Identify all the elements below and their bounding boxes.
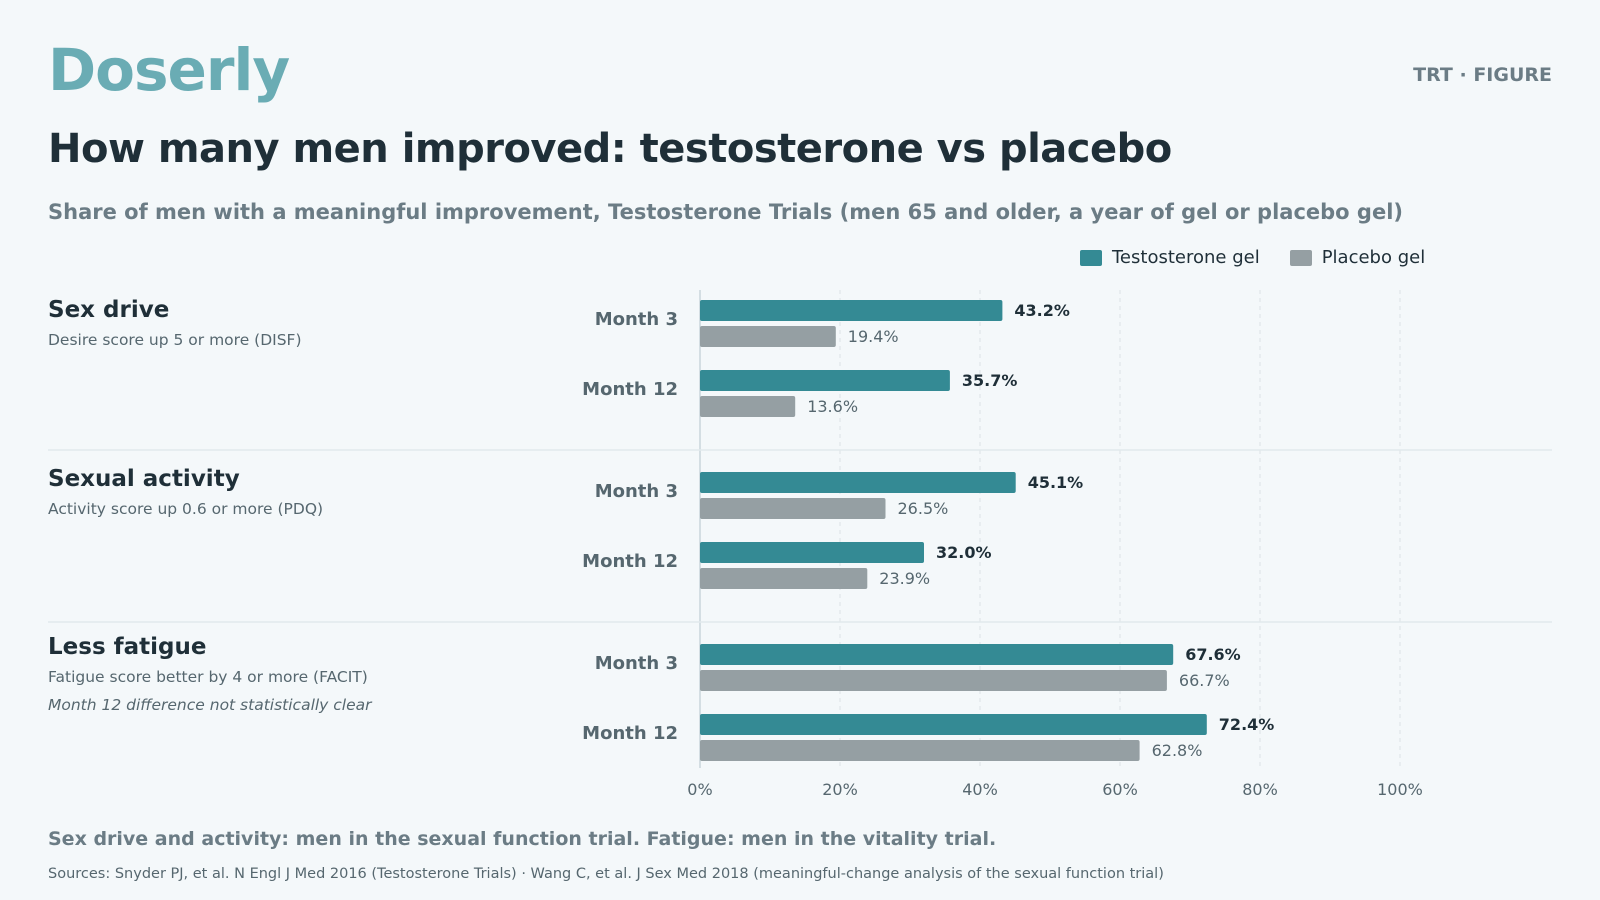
group-name: Sex drive (48, 297, 170, 323)
data-label-testosterone: 45.1% (1028, 473, 1084, 492)
row-label: Month 3 (595, 481, 678, 502)
group-label-sex-drive: Sex drive Desire score up 5 or more (DIS… (48, 297, 302, 349)
data-label-testosterone: 67.6% (1185, 645, 1241, 664)
x-tick-label: 100% (1377, 780, 1423, 799)
bar-testosterone (700, 472, 1016, 493)
data-label-placebo: 13.6% (807, 397, 858, 416)
row-label: Month 12 (582, 551, 678, 572)
data-label-testosterone: 72.4% (1219, 715, 1275, 734)
group-label-sexual-activity: Sexual activity Activity score up 0.6 or… (48, 466, 323, 518)
group-note: Month 12 difference not statistically cl… (48, 696, 372, 714)
row-label: Month 3 (595, 309, 678, 330)
brand-logo: Doserly (48, 36, 290, 104)
x-tick-label: 80% (1242, 780, 1278, 799)
data-label-placebo: 19.4% (848, 327, 899, 346)
bar-placebo (700, 498, 886, 519)
chart-sources: Sources: Snyder PJ, et al. N Engl J Med … (48, 866, 1164, 882)
group-label-less-fatigue: Less fatigue Fatigue score better by 4 o… (48, 634, 372, 714)
page-subtitle: Share of men with a meaningful improveme… (48, 200, 1403, 224)
chart-footnote: Sex drive and activity: men in the sexua… (48, 828, 997, 850)
bar-testosterone (700, 714, 1207, 735)
legend-label-placebo: Placebo gel (1321, 247, 1426, 268)
legend-item-testosterone: Testosterone gel (1080, 247, 1260, 268)
data-label-testosterone: 32.0% (936, 543, 992, 562)
chart-legend: Testosterone gel Placebo gel (1080, 247, 1455, 268)
x-tick-label: 20% (822, 780, 858, 799)
group-name: Sexual activity (48, 466, 240, 492)
row-label: Month 3 (595, 653, 678, 674)
data-label-placebo: 26.5% (898, 499, 949, 518)
group-description: Activity score up 0.6 or more (PDQ) (48, 500, 324, 518)
figure-tag: TRT · FIGURE (1413, 64, 1552, 86)
legend-swatch-testosterone (1080, 249, 1102, 266)
legend-item-placebo: Placebo gel (1289, 247, 1426, 268)
x-tick-label: 60% (1102, 780, 1138, 799)
bar-placebo (700, 568, 868, 589)
bar-testosterone (700, 300, 1003, 321)
data-label-testosterone: 35.7% (962, 371, 1018, 390)
bar-placebo (700, 396, 796, 417)
group-description: Fatigue score better by 4 or more (FACIT… (48, 668, 368, 686)
page-title: How many men improved: testosterone vs p… (48, 126, 1172, 172)
bar-placebo (700, 740, 1140, 761)
bar-placebo (700, 326, 836, 347)
legend-label-testosterone: Testosterone gel (1112, 247, 1260, 268)
data-label-testosterone: 43.2% (1014, 301, 1070, 320)
data-label-placebo: 66.7% (1179, 671, 1230, 690)
data-label-placebo: 23.9% (879, 569, 930, 588)
bar-placebo (700, 670, 1167, 691)
row-label: Month 12 (582, 723, 678, 744)
legend-swatch-placebo (1289, 249, 1312, 266)
x-tick-label: 0% (687, 780, 712, 799)
row-label: Month 12 (582, 379, 678, 400)
group-description: Desire score up 5 or more (DISF) (48, 331, 302, 349)
x-tick-label: 40% (962, 780, 998, 799)
bar-testosterone (700, 644, 1174, 665)
group-name: Less fatigue (48, 634, 207, 660)
bar-testosterone (700, 370, 950, 391)
data-label-placebo: 62.8% (1152, 741, 1203, 760)
bar-testosterone (700, 542, 924, 563)
